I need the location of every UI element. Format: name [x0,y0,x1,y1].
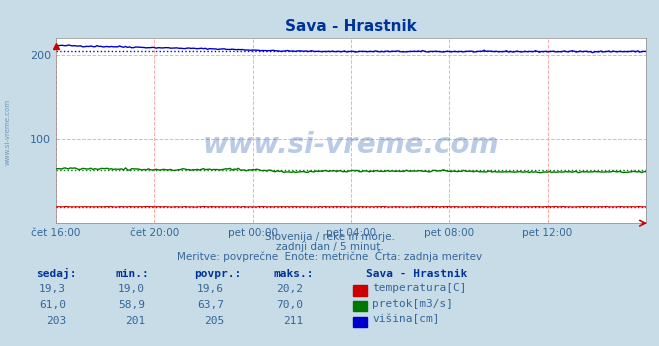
Title: Sava - Hrastnik: Sava - Hrastnik [285,19,416,34]
Text: 201: 201 [125,316,145,326]
Text: sedaj:: sedaj: [36,268,76,279]
Text: pretok[m3/s]: pretok[m3/s] [372,299,453,309]
Text: www.si-vreme.com: www.si-vreme.com [203,131,499,160]
Text: 70,0: 70,0 [276,300,303,310]
Text: povpr.:: povpr.: [194,269,242,279]
Text: 63,7: 63,7 [197,300,224,310]
Text: 211: 211 [283,316,303,326]
Text: 20,2: 20,2 [276,284,303,294]
Text: 19,3: 19,3 [39,284,66,294]
Text: 19,6: 19,6 [197,284,224,294]
Text: zadnji dan / 5 minut.: zadnji dan / 5 minut. [275,242,384,252]
Text: 203: 203 [45,316,66,326]
Text: maks.:: maks.: [273,269,314,279]
Text: 58,9: 58,9 [118,300,145,310]
Text: 205: 205 [204,316,224,326]
Text: www.si-vreme.com: www.si-vreme.com [5,98,11,165]
Text: min.:: min.: [115,269,149,279]
Text: Sava - Hrastnik: Sava - Hrastnik [366,269,467,279]
Text: 61,0: 61,0 [39,300,66,310]
Text: temperatura[C]: temperatura[C] [372,283,467,293]
Text: Slovenija / reke in morje.: Slovenija / reke in morje. [264,233,395,243]
Text: Meritve: povprečne  Enote: metrične  Črta: zadnja meritev: Meritve: povprečne Enote: metrične Črta:… [177,249,482,262]
Text: višina[cm]: višina[cm] [372,314,440,325]
Text: 19,0: 19,0 [118,284,145,294]
